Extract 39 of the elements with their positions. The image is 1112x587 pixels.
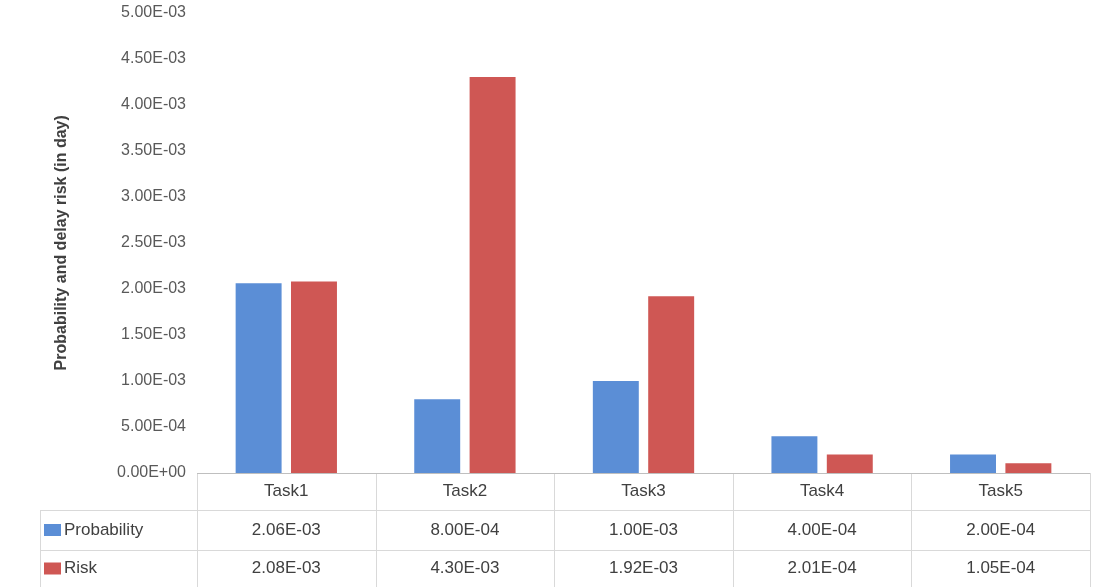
data-label: 2.01E-04: [787, 558, 857, 578]
y-tick-label: 1.50E-03: [121, 325, 187, 343]
data-label: 4.00E-04: [787, 519, 857, 539]
y-tick-label: 5.00E-03: [121, 3, 187, 21]
bar: [648, 296, 695, 473]
data-label: 2.08E-03: [251, 558, 321, 578]
legend-label: Risk: [64, 558, 98, 578]
bar: [771, 436, 818, 473]
bar: [950, 454, 996, 473]
data-label: 1.00E-03: [609, 519, 678, 539]
x-tick-label: Task3: [621, 481, 666, 501]
bar: [291, 281, 337, 473]
y-tick-label: 4.00E-03: [121, 95, 187, 113]
y-tick-label: 5.00E-04: [121, 417, 187, 435]
bar: [235, 283, 282, 473]
bar: [1005, 463, 1052, 473]
bar: [469, 77, 516, 473]
data-label: 1.05E-04: [966, 558, 1036, 578]
y-tick-label: 2.00E-03: [121, 279, 187, 297]
x-tick-label: Task2: [442, 481, 488, 501]
bar: [414, 399, 461, 473]
y-axis-title: Probability and delay risk (in day): [52, 115, 70, 371]
y-tick-label: 1.00E-03: [121, 371, 187, 389]
bar: [826, 454, 873, 473]
y-tick-label: 4.50E-03: [121, 49, 187, 67]
x-tick-label: Task5: [978, 481, 1023, 501]
y-tick-label: 3.00E-03: [121, 187, 187, 205]
data-label: 2.06E-03: [251, 519, 321, 539]
x-tick-label: Task4: [799, 481, 845, 501]
data-label: 1.92E-03: [609, 558, 678, 578]
data-label: 4.30E-03: [430, 558, 500, 578]
y-tick-label: 3.50E-03: [121, 141, 187, 159]
data-label: 2.00E-04: [966, 519, 1036, 539]
x-tick-label: Task1: [264, 481, 309, 501]
y-tick-label: 2.50E-03: [121, 233, 187, 251]
bar: [592, 380, 639, 473]
y-tick-label: 0.00E+00: [117, 463, 187, 481]
data-label: 8.00E-04: [430, 519, 500, 539]
legend-label: Probability: [64, 519, 144, 539]
